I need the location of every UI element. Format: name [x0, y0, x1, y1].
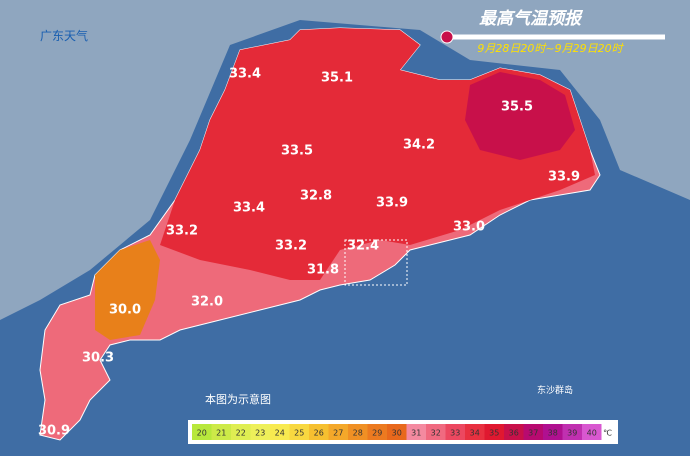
- hottest-region: [465, 72, 575, 160]
- legend-tick: 25: [294, 429, 304, 438]
- legend-swatch: [270, 424, 290, 440]
- legend-swatch: [445, 424, 465, 440]
- temperature-label: 35.1: [321, 71, 353, 86]
- legend: 20 21 22 23 24 25 26 27 28 29 30 31 32 33 34 35 36 37 38 39…: [188, 420, 618, 444]
- legend-tick: 20: [197, 429, 207, 438]
- legend-swatch: [484, 424, 504, 440]
- temperature-label: 35.5: [501, 100, 533, 115]
- temperature-label: 33.2: [166, 224, 198, 239]
- legend-tick: 37: [528, 429, 538, 438]
- legend-unit: ℃: [603, 429, 612, 438]
- temperature-label: 30.0: [109, 303, 141, 318]
- legend-swatch: [582, 424, 602, 440]
- legend-swatch: [367, 424, 387, 440]
- legend-tick: 33: [450, 429, 460, 438]
- land-background: [0, 0, 690, 320]
- temperature-label: 34.2: [403, 138, 435, 153]
- legend-tick: 21: [216, 429, 226, 438]
- temperature-label: 31.8: [307, 263, 339, 278]
- island-label: 东沙群岛: [537, 384, 573, 396]
- legend-tick: 24: [275, 429, 285, 438]
- title: 最高气温预报: [479, 9, 584, 29]
- legend-swatch: [211, 424, 231, 440]
- temperature-labels: 33.4 35.1 35.5 34.2 33.5 33.9 32.8 33.4 33.9 33.2…: [38, 67, 580, 439]
- legend-tick: 31: [411, 429, 421, 438]
- logo: 广东天气: [40, 28, 88, 43]
- legend-tick: 34: [470, 429, 480, 438]
- legend-tick: 35: [489, 429, 499, 438]
- temperature-label: 32.8: [300, 189, 332, 204]
- legend-tick: 40: [587, 429, 597, 438]
- legend-swatch: [426, 424, 446, 440]
- legend-tick: 29: [372, 429, 382, 438]
- legend-swatch: [348, 424, 368, 440]
- temperature-label: 30.9: [38, 424, 70, 439]
- temperature-label: 33.4: [233, 201, 265, 216]
- legend-tick: 38: [548, 429, 558, 438]
- legend-swatch: [231, 424, 251, 440]
- legend-tick: 39: [567, 429, 577, 438]
- legend-swatch: [523, 424, 543, 440]
- temperature-label: 30.3: [82, 351, 114, 366]
- legend-tick: 28: [353, 429, 363, 438]
- temperature-label: 32.4: [347, 239, 379, 254]
- temperature-label: 33.0: [453, 220, 485, 235]
- temperature-label: 33.9: [376, 196, 408, 211]
- legend-swatch: [406, 424, 426, 440]
- legend-tick: 27: [333, 429, 343, 438]
- note: 本图为示意图: [205, 392, 271, 406]
- hk-box: [344, 239, 408, 286]
- legend-tick: 22: [236, 429, 246, 438]
- legend-swatch: [562, 424, 582, 440]
- legend-swatch: [192, 424, 212, 440]
- legend-tick: 30: [392, 429, 402, 438]
- legend-swatch: [289, 424, 309, 440]
- legend-tick: 36: [509, 429, 519, 438]
- temperature-label: 32.0: [191, 295, 223, 310]
- temperature-label: 33.2: [275, 239, 307, 254]
- legend-swatch: [250, 424, 270, 440]
- legend-swatch: [309, 424, 329, 440]
- temperature-label: 33.9: [548, 170, 580, 185]
- legend-swatch: [465, 424, 485, 440]
- orange-region: [95, 240, 160, 340]
- subtitle: 9月28日20时~9月29日20时: [477, 42, 624, 55]
- legend-tick: 26: [314, 429, 324, 438]
- thermometer-bulb: [440, 30, 454, 44]
- legend-swatch: [543, 424, 563, 440]
- temperature-label: 33.4: [229, 67, 261, 82]
- legend-swatch: [504, 424, 524, 440]
- legend-tick: 32: [431, 429, 441, 438]
- temperature-label: 33.5: [281, 144, 313, 159]
- legend-swatch: [328, 424, 348, 440]
- legend-tick: 23: [255, 429, 265, 438]
- legend-swatch: [387, 424, 407, 440]
